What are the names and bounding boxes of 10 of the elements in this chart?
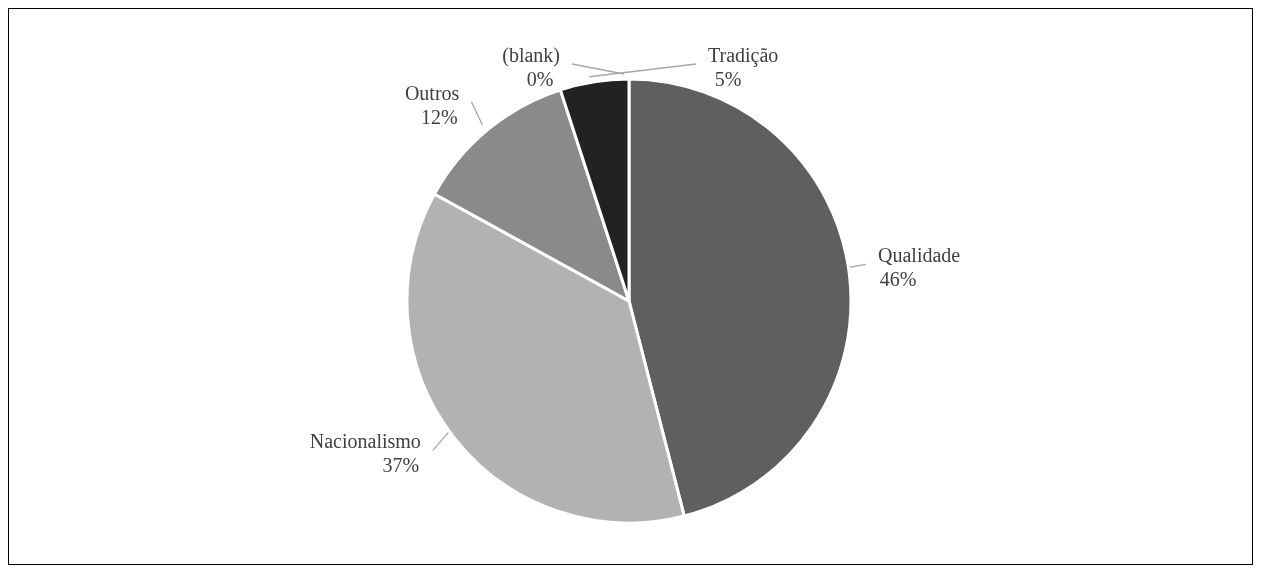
slice-label: Tradição <box>708 44 779 67</box>
text: 0% <box>526 68 554 90</box>
data-label: 5% <box>714 68 742 90</box>
data-label: 12% <box>421 105 458 128</box>
legend-label: (blank) <box>502 44 560 67</box>
slice-label: Qualidade <box>878 244 961 267</box>
data-label: 46% <box>879 268 917 291</box>
slice-label: Outros <box>404 81 460 104</box>
data-label: 37% <box>382 454 420 477</box>
slice-label: Nacionalismo <box>309 430 421 453</box>
